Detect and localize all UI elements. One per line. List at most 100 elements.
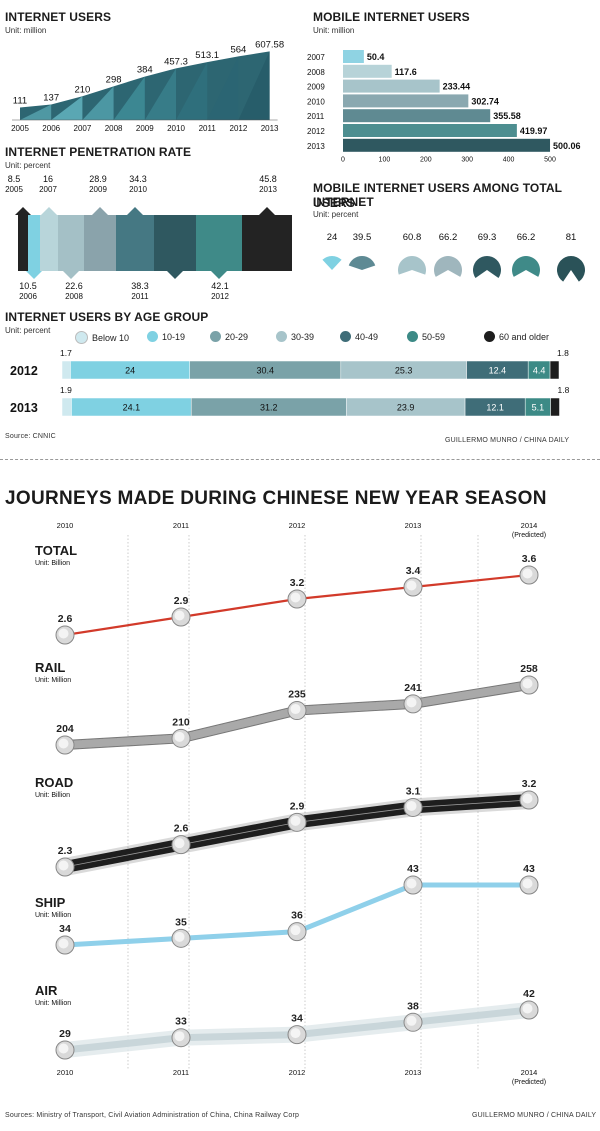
internet-users-year: 2007 — [74, 124, 92, 133]
internet-users-year: 2012 — [230, 124, 248, 133]
penetration-pointer — [211, 271, 227, 279]
penetration-pointer — [41, 207, 57, 215]
journeys-series-title: ROAD — [35, 775, 73, 790]
penetration-pointer — [26, 271, 42, 279]
journeys-value: 33 — [175, 1016, 187, 1028]
internet-users-value: 210 — [74, 84, 90, 95]
mobile-users-year: 2008 — [307, 68, 325, 77]
mobile-users-year: 2010 — [307, 97, 325, 106]
age-segment — [61, 397, 72, 417]
internet-users-value: 111 — [13, 95, 27, 106]
internet-users-value: 384 — [137, 65, 153, 76]
age-legend-swatch — [210, 331, 221, 342]
age-value: 1.8 — [557, 348, 569, 358]
internet-users-bar — [176, 62, 208, 120]
journeys-year-top: 2011 — [173, 521, 189, 530]
mobile-share-pie — [434, 256, 462, 277]
journeys-point-highlight — [290, 704, 301, 715]
journeys-sources: Sources: Ministry of Transport, Civil Av… — [5, 1112, 300, 1119]
penetration-pointer — [259, 207, 275, 215]
journeys-year-bottom: 2011 — [173, 1068, 189, 1077]
mobile-users-xtick: 0 — [341, 157, 345, 164]
penetration-block — [196, 215, 242, 271]
journeys-value: 204 — [56, 723, 74, 735]
age-legend-item: Below 10 — [75, 331, 129, 344]
age-legend-swatch — [407, 331, 418, 342]
penetration-year: 2008 — [65, 292, 83, 301]
journeys-credit: GUILLERMO MUNRO / CHINA DAILY — [472, 1112, 597, 1119]
age-segment — [61, 360, 71, 380]
mobile-users-value: 302.74 — [471, 96, 499, 106]
penetration-pointer — [127, 207, 143, 215]
internet-users-bar — [51, 96, 83, 120]
journeys-point-highlight — [522, 678, 533, 689]
journeys-year-bottom: 2014 — [521, 1068, 538, 1077]
journeys-value: 2.9 — [174, 595, 189, 607]
mobile-share-pie — [512, 256, 540, 277]
journeys-point-highlight — [290, 925, 301, 936]
penetration-block — [58, 215, 84, 271]
journeys-value: 29 — [59, 1028, 71, 1040]
age-legend-label: 60 and older — [499, 331, 550, 342]
age-legend-label: 20-29 — [225, 331, 249, 342]
journeys-point-highlight — [522, 878, 533, 889]
journeys-point-highlight — [58, 1043, 69, 1054]
internet-users-value: 137 — [43, 93, 59, 104]
journeys-value: 36 — [291, 910, 303, 922]
journeys-point-highlight — [174, 610, 185, 621]
penetration-year: 2010 — [129, 185, 147, 194]
internet-users-year: 2013 — [261, 124, 279, 133]
journeys-point-highlight — [174, 838, 185, 849]
internet-users-year: 2010 — [167, 124, 185, 133]
journeys-year-top: 2014 — [521, 521, 538, 530]
mobile-users-year: 2007 — [307, 53, 325, 62]
mobile-share-value: 66.2 — [517, 232, 536, 243]
age-legend-swatch — [276, 331, 287, 342]
mobile-share-value: 69.3 — [478, 232, 497, 243]
mobile-users-title: MOBILE INTERNET USERS — [313, 10, 470, 24]
journeys-series-unit: Unit: Million — [35, 912, 71, 919]
internet-users-value: 513.1 — [195, 50, 219, 61]
mobile-users-value: 419.97 — [520, 126, 548, 136]
journeys-value: 43 — [523, 863, 535, 875]
mobile-share-chart: 24 39.5 60.8 66.2 69.3 66.2 81 — [322, 232, 585, 282]
penetration-value: 10.5 — [19, 281, 37, 291]
journeys-value: 3.2 — [522, 778, 537, 790]
age-legend-swatch — [340, 331, 351, 342]
internet-users-year: 2011 — [199, 124, 217, 133]
age-legend-item: 30-39 — [276, 331, 314, 342]
mobile-users-chart: 2007 50.4 2008 117.6 2009 233.44 2010 302.74 201… — [307, 50, 581, 164]
age-legend-label: 50-59 — [422, 331, 446, 342]
journeys-value: 258 — [520, 663, 538, 675]
mobile-users-bar — [343, 138, 551, 152]
journeys-series-title: RAIL — [35, 660, 65, 675]
journeys-point-highlight — [406, 878, 417, 889]
age-year: 2012 — [10, 364, 38, 378]
age-legend-item: 50-59 — [407, 331, 445, 342]
mobile-users-xtick: 500 — [544, 157, 556, 164]
journeys-value: 2.9 — [290, 800, 305, 812]
journeys-year-bottom: 2012 — [289, 1068, 306, 1077]
journeys-series-unit: Unit: Billion — [35, 560, 70, 567]
mobile-users-xtick: 300 — [461, 157, 473, 164]
age-legend-label: 10-19 — [162, 331, 186, 342]
penetration-year: 2006 — [19, 292, 37, 301]
penetration-year: 2013 — [259, 185, 277, 194]
mobile-users-value: 233.44 — [443, 82, 471, 92]
penetration-value: 38.3 — [131, 281, 149, 291]
journeys-value: 38 — [407, 1000, 419, 1012]
internet-users-year: 2006 — [42, 124, 60, 133]
age-value: 25.3 — [395, 366, 413, 376]
penetration-year: 2011 — [131, 292, 149, 301]
mobile-users-value: 355.58 — [493, 111, 521, 121]
journeys-point-highlight — [290, 815, 301, 826]
journeys-point-highlight — [58, 738, 69, 749]
mobile-users-bar — [343, 109, 491, 123]
penetration-block — [40, 215, 58, 271]
mobile-users-unit: Unit: million — [313, 26, 355, 35]
penetration-pointer — [92, 207, 108, 215]
mobile-users-year: 2013 — [307, 142, 325, 151]
journeys-value: 34 — [291, 1013, 303, 1025]
journeys-point-highlight — [58, 628, 69, 639]
